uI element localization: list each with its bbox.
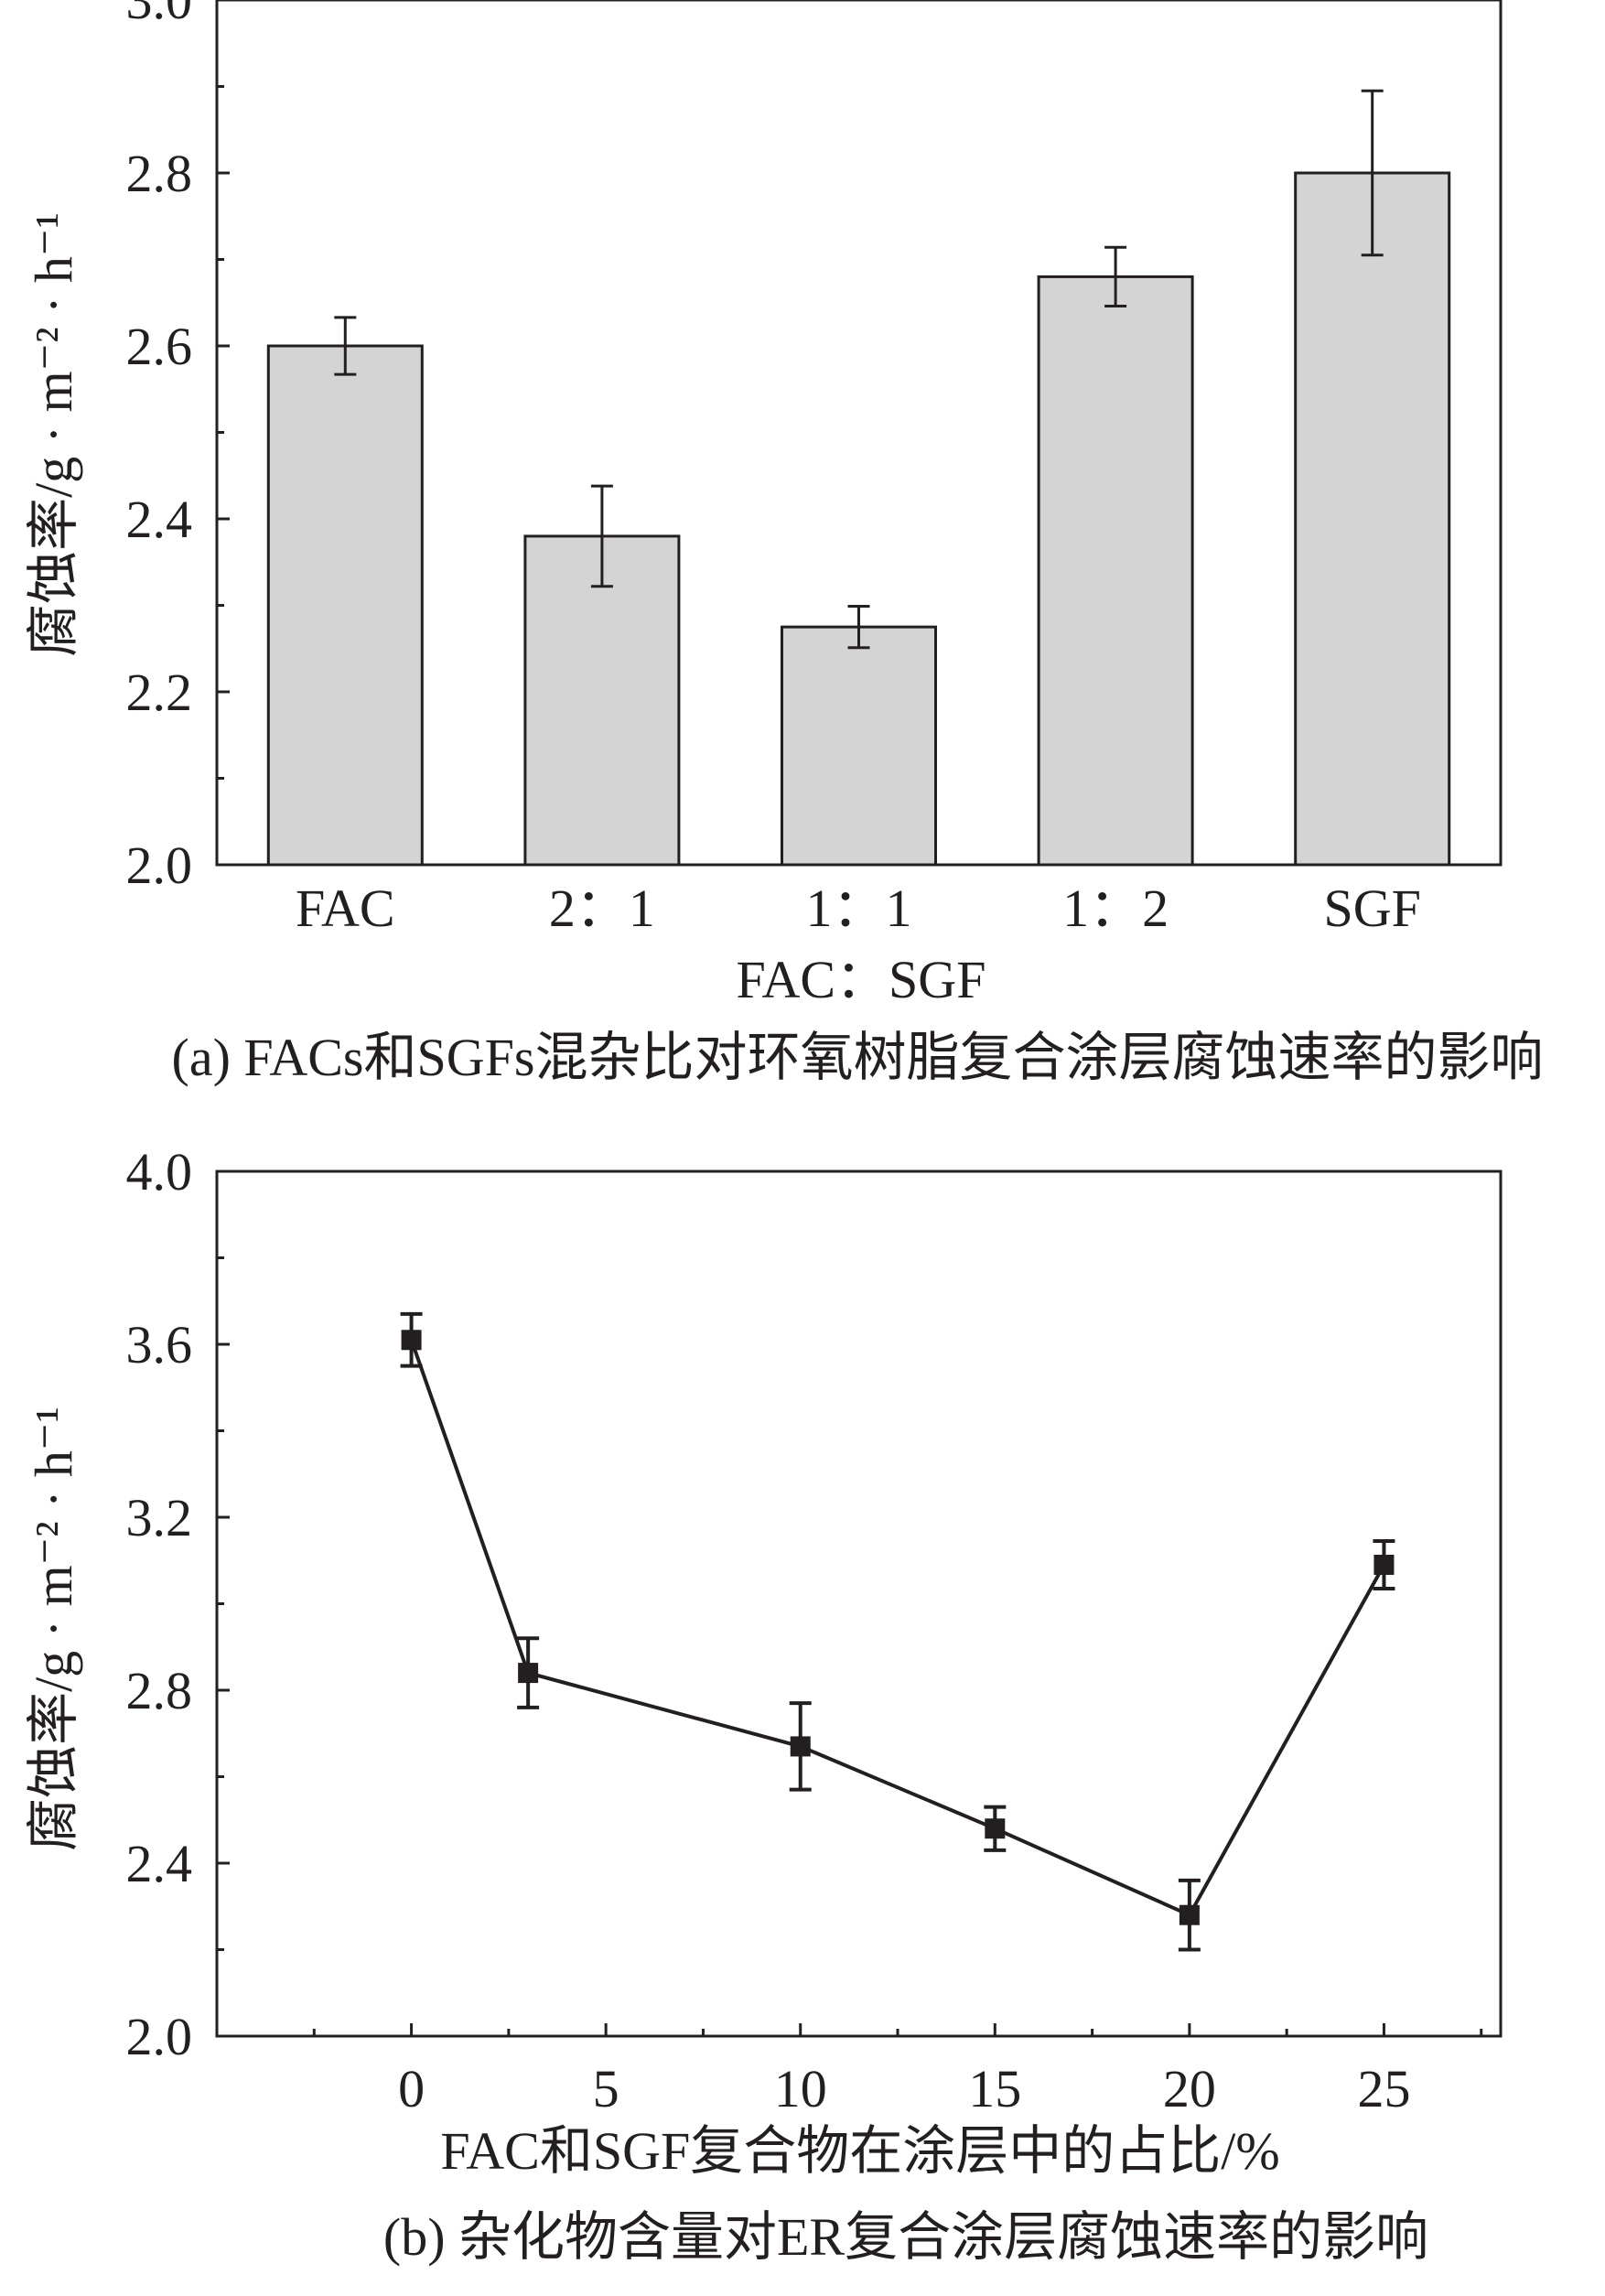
chart-a-xtick-label-4: SGF: [1323, 879, 1420, 938]
chart-a-bar-3: [1037, 275, 1194, 867]
chart-a-xtick-label-0: FAC: [296, 879, 395, 938]
chart-b-ytick-label-3: 3.2: [126, 1488, 193, 1547]
chart-b-ytick-label-5: 4.0: [126, 1144, 193, 1202]
chart-a-bar-2: [781, 625, 937, 867]
chart-a-svg: 2.0 2.2 2.4 2.6 2.8 3.0 FAC 2：1 1：1 1：2 SGF 腐蚀率/g…: [24, 0, 1544, 1087]
chart-b-xtick-label-4: 20: [1163, 2059, 1216, 2118]
chart-a-ylabel: 腐蚀率/g · m⁻² · h⁻¹: [24, 212, 83, 657]
chart-b-xtick-label-3: 15: [968, 2059, 1021, 2118]
chart-b-ytick-label-2: 2.8: [126, 1661, 193, 1720]
chart-b-xtick-label-0: 0: [398, 2059, 425, 2118]
chart-a-ytick-label-4: 2.8: [126, 144, 193, 203]
chart-b: 2.0 2.4 2.8 3.2 3.6 4.0 0 5 10 15 20 25 腐蚀率/g · m⁻…: [0, 1142, 1605, 2291]
chart-a-bar-0: [266, 344, 424, 867]
chart-b-ylabel: 腐蚀率/g · m⁻² · h⁻¹: [24, 1407, 83, 1851]
chart-b-point-5: [1373, 1554, 1395, 1575]
chart-b-ytick-label-0: 2.0: [126, 2007, 193, 2066]
chart-b-xtick-label-1: 5: [593, 2059, 619, 2118]
chart-b-svg: 2.0 2.4 2.8 3.2 3.6 4.0 0 5 10 15 20 25 腐蚀率/g · m⁻…: [24, 1142, 1503, 2267]
chart-b-xtick-label-5: 25: [1357, 2059, 1410, 2118]
chart-b-series-line: [409, 1339, 1386, 1918]
chart-b-xtick-label-2: 10: [774, 2059, 827, 2118]
chart-b-point-0: [401, 1330, 422, 1351]
chart-a-ytick-label-2: 2.4: [126, 490, 193, 549]
chart-b-point-1: [518, 1663, 539, 1684]
chart-a-ytick-label-1: 2.2: [126, 663, 193, 722]
chart-a-ytick-label-5: 3.0: [126, 0, 193, 30]
chart-a-caption: (a) FACs和SGFs混杂比对环氧树脂复合涂层腐蚀速率的影响: [172, 1028, 1544, 1087]
chart-b-ytick-label-4: 3.6: [126, 1315, 193, 1374]
chart-a-ytick-label-3: 2.6: [126, 317, 193, 376]
chart-b-xlabel: FAC和SGF复合物在涂层中的占比/%: [440, 2121, 1279, 2181]
chart-a-bar-1: [523, 534, 681, 867]
chart-a-xlabel: FAC：SGF: [737, 950, 986, 1009]
chart-b-point-4: [1179, 1904, 1200, 1925]
chart-b-plot-frame: [215, 1170, 1503, 2038]
chart-b-point-2: [790, 1736, 811, 1757]
chart-b-point-3: [985, 1818, 1006, 1839]
chart-b-ytick-label-1: 2.4: [126, 1834, 193, 1893]
chart-a-ytick-label-0: 2.0: [126, 835, 193, 895]
chart-a-xtick-label-1: 2：1: [549, 879, 655, 938]
chart-a-xtick-label-3: 1：2: [1062, 879, 1169, 938]
chart-a-xtick-label-2: 1：1: [805, 879, 911, 938]
chart-a: 2.0 2.2 2.4 2.6 2.8 3.0 FAC 2：1 1：1 1：2 SGF 腐蚀率/g…: [0, 0, 1605, 1144]
chart-b-caption: (b) 杂化物含量对ER复合涂层腐蚀速率的影响: [383, 2207, 1428, 2267]
chart-a-bar-4: [1294, 171, 1451, 867]
